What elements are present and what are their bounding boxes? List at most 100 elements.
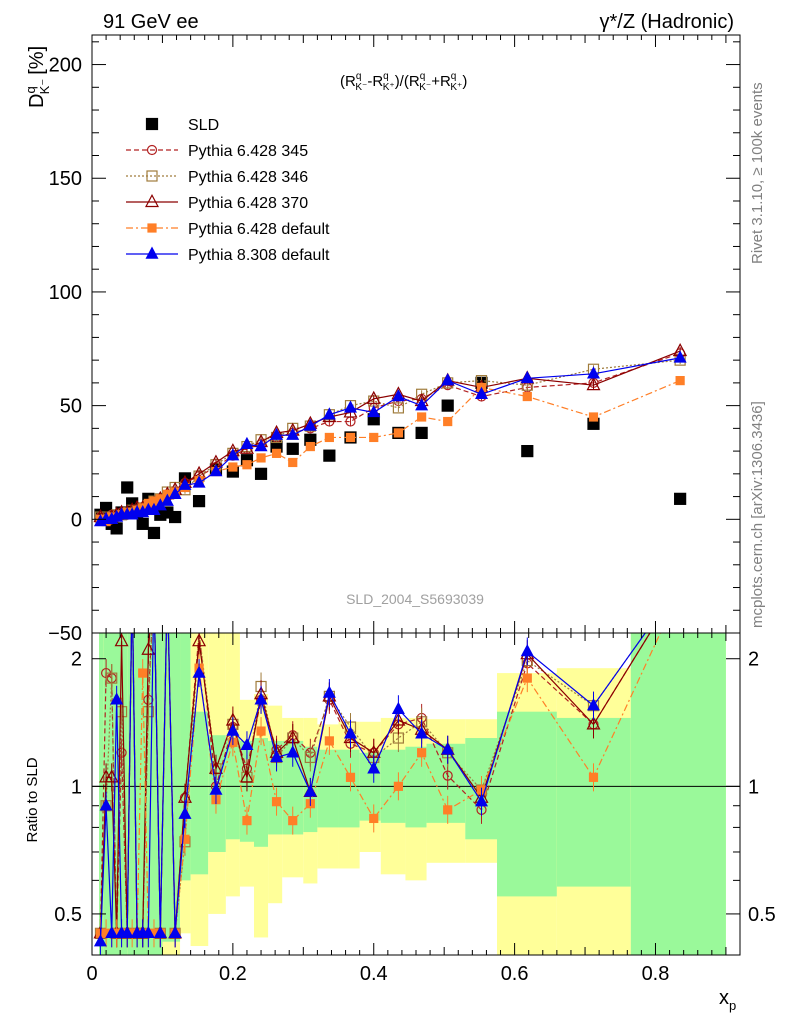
point-pydef [443,416,453,427]
y-tick-label: 0 [71,509,82,531]
ratio-point-pydef [242,816,252,826]
band-inner [405,746,427,828]
band-inner [556,717,631,887]
y-tick-label: −50 [48,623,82,645]
point-py8 [303,418,317,431]
ratio-point-py345 [116,747,127,758]
x-tick-label: 0.8 [642,963,670,985]
point-py8 [367,404,381,418]
ratio-point-py370 [141,641,156,655]
x-tick-label: 0.4 [360,963,388,985]
ratio-point-py8 [240,737,254,750]
ratio-point-py8 [110,692,124,705]
point-py370 [586,377,601,391]
ratio-point-py346 [106,672,118,684]
point-SLD [254,467,268,480]
header-left: 91 GeV ee [103,11,199,33]
legend-marker [145,193,159,208]
point-pydef [345,432,356,443]
legend-item-py346: Pythia 6.428 346 [126,169,308,186]
point-SLD [110,522,123,535]
point-pydef [675,376,685,386]
x-tick-label: 0.2 [219,963,247,985]
point-SLD [121,481,134,494]
series-py8 [93,350,687,527]
point-pydef [256,453,266,463]
point-SLD [323,449,336,462]
point-py8 [226,448,240,461]
ratio-y-tick-label: 1 [71,776,82,798]
legend-label: Pythia 6.428 370 [188,195,308,212]
x-tick-label: 0 [86,963,97,985]
point-SLD [674,492,687,505]
point-SLD [441,399,454,412]
legend: SLD Pythia 6.428 345 Pythia 6.428 346 Pythi… [126,117,330,264]
y-tick-label: 150 [49,168,82,190]
series-pydef [95,376,685,527]
point-py8 [441,373,455,386]
ratio-point-py8 [391,701,405,714]
ratio-point-py8 [343,726,357,739]
point-py370 [366,390,381,404]
ratio-point-py370 [114,633,129,647]
band-inner [180,633,191,881]
ratio-ylabel: Ratio to SLD [24,757,41,842]
axes: 0 0.2 0.4 0.6 0.8 200 150 100 50 0 −50 2 2 1 1 0.5 0.5 [48,35,776,985]
legend-marker [146,170,158,182]
legend-label: SLD [188,117,219,134]
ratio-point-pydef [522,673,532,683]
ratio-point-py8 [322,685,336,698]
ratio-point-pydef [369,813,379,824]
ratio-y-tick-label-right: 0.5 [748,904,776,926]
ratio-point-py370 [239,769,254,783]
ratio-point-pydef [288,816,298,826]
ratio-panel-data [92,633,740,955]
band-inner [225,738,240,840]
point-pydef [417,412,427,422]
point-py8 [270,427,284,440]
band-inner [127,633,163,955]
ratio-point-py370 [586,716,601,730]
ratio-point-pydef [180,834,190,844]
ratio-point-py8 [441,742,455,755]
point-SLD [192,495,206,508]
band-inner [99,633,104,955]
point-pydef [369,432,379,443]
ratio-point-pydef [588,772,599,782]
point-SLD [136,517,149,530]
point-pydef [271,448,282,458]
ratio-point-py8 [153,925,167,939]
ratio-point-py8 [120,925,134,939]
ratio-point-py8 [270,749,284,763]
point-py8 [343,400,357,413]
ratio-point-py345 [442,770,453,781]
main-panel-data [93,343,688,540]
point-SLD [286,442,299,455]
ratio-point-py8 [226,723,240,736]
point-SLD [521,444,534,458]
ratio-point-py8 [99,798,113,811]
point-py8 [209,464,223,477]
legend-item-py8: Pythia 8.308 default [126,246,330,264]
band-inner [338,749,360,828]
ratio-y-tick-label: 2 [71,649,82,671]
band-inner [190,711,209,875]
point-SLD [169,510,182,524]
ratio-series-py8 [93,633,647,955]
ratio-point-py8 [168,925,182,939]
point-py8 [192,475,206,488]
band-inner [162,633,181,942]
point-pydef [242,460,252,470]
band-inner [317,749,339,828]
ratio-point-py8 [141,925,155,939]
ratio-uncertainty-bands [99,633,726,955]
point-py8 [286,427,300,440]
ratio-point-py370 [192,633,207,647]
ratio-point-py346 [304,751,316,764]
point-py8 [178,477,192,490]
legend-label: Pythia 6.428 345 [188,143,308,160]
legend-item-pydef: Pythia 6.428 default [126,221,330,238]
ratio-point-pydef [138,668,148,678]
mcplots-label: mcplots.cern.ch [arXiv:1306.3436] [749,401,766,628]
